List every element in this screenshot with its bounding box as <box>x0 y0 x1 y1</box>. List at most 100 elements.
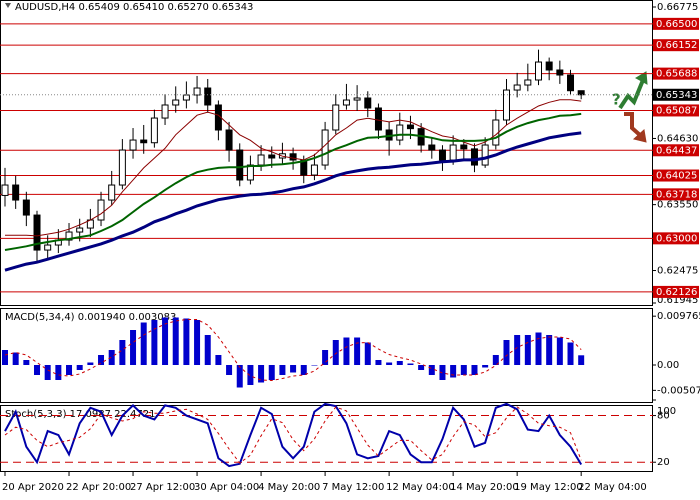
level-label: 0.64025 <box>656 171 697 182</box>
macd-bar <box>268 365 275 380</box>
macd-bar <box>343 337 350 365</box>
candle-body <box>246 164 254 181</box>
macd-bar <box>108 350 115 365</box>
macd-bar <box>332 340 339 365</box>
stoch-frame <box>0 405 653 472</box>
macd-bar <box>119 340 126 365</box>
level-label: 0.66500 <box>656 19 697 30</box>
candle-body <box>289 153 297 161</box>
last-price-box <box>653 88 699 101</box>
stoch-title: Stoch(5,3,3) 17.0987 22.4721 <box>5 409 156 420</box>
macd-bar <box>258 365 265 383</box>
level-label-box <box>653 144 699 157</box>
candle-body <box>428 144 436 151</box>
macd-bar <box>151 320 158 365</box>
candle-body <box>236 149 244 181</box>
forecast-arrows <box>618 71 648 143</box>
macd-bar <box>172 317 179 365</box>
candle-body <box>513 84 521 91</box>
macd-bar <box>578 355 585 365</box>
macd-bar <box>535 332 542 365</box>
candle-body <box>1 184 9 196</box>
y-tick-label: 100 <box>657 406 676 417</box>
candle-body <box>342 99 350 106</box>
candle-body <box>524 79 532 86</box>
level-label-box <box>653 104 699 117</box>
level-label-box <box>653 188 699 201</box>
series-line <box>5 99 582 237</box>
macd-bar <box>55 365 62 380</box>
level-label: 0.63718 <box>656 189 697 200</box>
annotation: ? <box>612 91 621 109</box>
series-line <box>4 402 583 468</box>
down-arrow-head <box>632 129 647 143</box>
level-label-box <box>653 232 699 245</box>
candle-body <box>396 124 404 141</box>
level-label-box <box>653 17 699 30</box>
y-tick-label: 0.66775 <box>657 2 698 13</box>
macd-bar <box>76 365 83 370</box>
macd-bar <box>44 365 51 380</box>
candle-body <box>449 144 457 161</box>
series-line <box>4 112 582 251</box>
macd-bar <box>300 365 307 375</box>
candle-body <box>567 74 575 92</box>
x-tick-label: 20 Apr 2020 <box>2 482 64 493</box>
y-tick-label: 0.62475 <box>657 266 698 277</box>
candle-body <box>257 154 265 166</box>
macd-bar <box>418 365 425 370</box>
macd-bar <box>364 342 371 365</box>
level-label: 0.65087 <box>656 105 697 116</box>
macd-bar <box>183 318 190 365</box>
panel-frames <box>0 0 653 472</box>
x-tick-label: 27 Apr 12:00 <box>130 482 195 493</box>
candle-body <box>438 149 446 161</box>
level-label-box <box>653 39 699 52</box>
series-line <box>4 131 582 272</box>
macd-bar <box>34 365 41 375</box>
macd-bar <box>375 360 382 365</box>
macd-frame <box>0 308 653 403</box>
level-label: 0.64437 <box>656 145 697 156</box>
candle-body <box>204 87 212 106</box>
y-tick-label: 0.61945 <box>657 295 698 306</box>
y-tick-label: 80 <box>657 411 670 422</box>
macd-bar <box>247 365 254 385</box>
macd-bar <box>556 337 563 365</box>
level-label: 0.66152 <box>656 40 697 51</box>
macd-bar <box>322 350 329 365</box>
candle-body <box>470 148 478 166</box>
candle-body <box>108 184 116 201</box>
macd-bar <box>66 365 73 375</box>
macd-title: MACD(5,34,4) 0.001940 0.003083 <box>5 312 176 323</box>
level-label-box <box>653 285 699 298</box>
macd-bar <box>503 340 510 365</box>
macd-bar <box>567 342 574 365</box>
candle-body <box>460 144 468 150</box>
candle-body <box>374 107 382 131</box>
x-tick-label: 7 May 12:00 <box>322 482 384 493</box>
candle-body <box>225 129 233 151</box>
up-arrow-head <box>634 71 648 85</box>
y-tick-label: 0.00 <box>657 360 679 371</box>
level-label-box <box>653 169 699 182</box>
down-arrow <box>624 112 643 138</box>
candle-body <box>118 149 126 186</box>
x-tick-label: 14 May 20:00 <box>450 482 519 493</box>
candle-body <box>268 154 276 159</box>
macd-bar <box>354 337 361 365</box>
candle-body <box>33 214 41 251</box>
macd-bar <box>546 335 553 365</box>
candle-body <box>129 139 137 151</box>
macd-bar <box>162 317 169 365</box>
x-tick-label: 12 May 04:00 <box>386 482 455 493</box>
x-tick-label: 22 Apr 20:00 <box>66 482 131 493</box>
macd-bar <box>204 335 211 365</box>
candle-body <box>182 94 190 101</box>
series-line <box>4 406 582 464</box>
candle-body <box>44 244 52 251</box>
macd-bar <box>290 365 297 373</box>
macd-bar <box>450 365 457 378</box>
